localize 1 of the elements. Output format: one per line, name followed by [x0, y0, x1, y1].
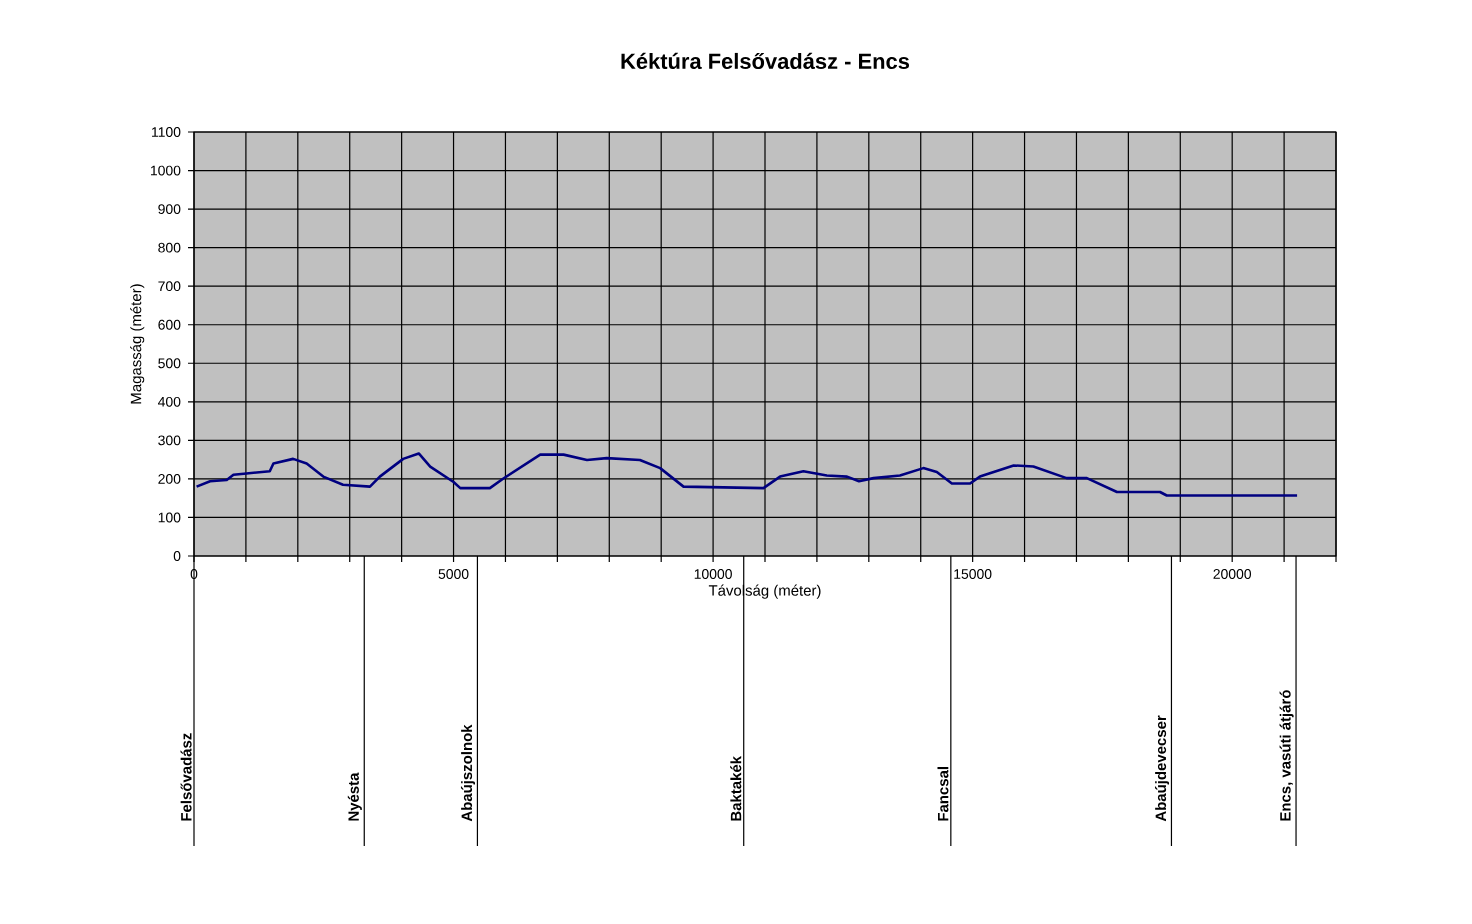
chart-title: Kéktúra Felsővadász - Encs	[621, 52, 910, 70]
